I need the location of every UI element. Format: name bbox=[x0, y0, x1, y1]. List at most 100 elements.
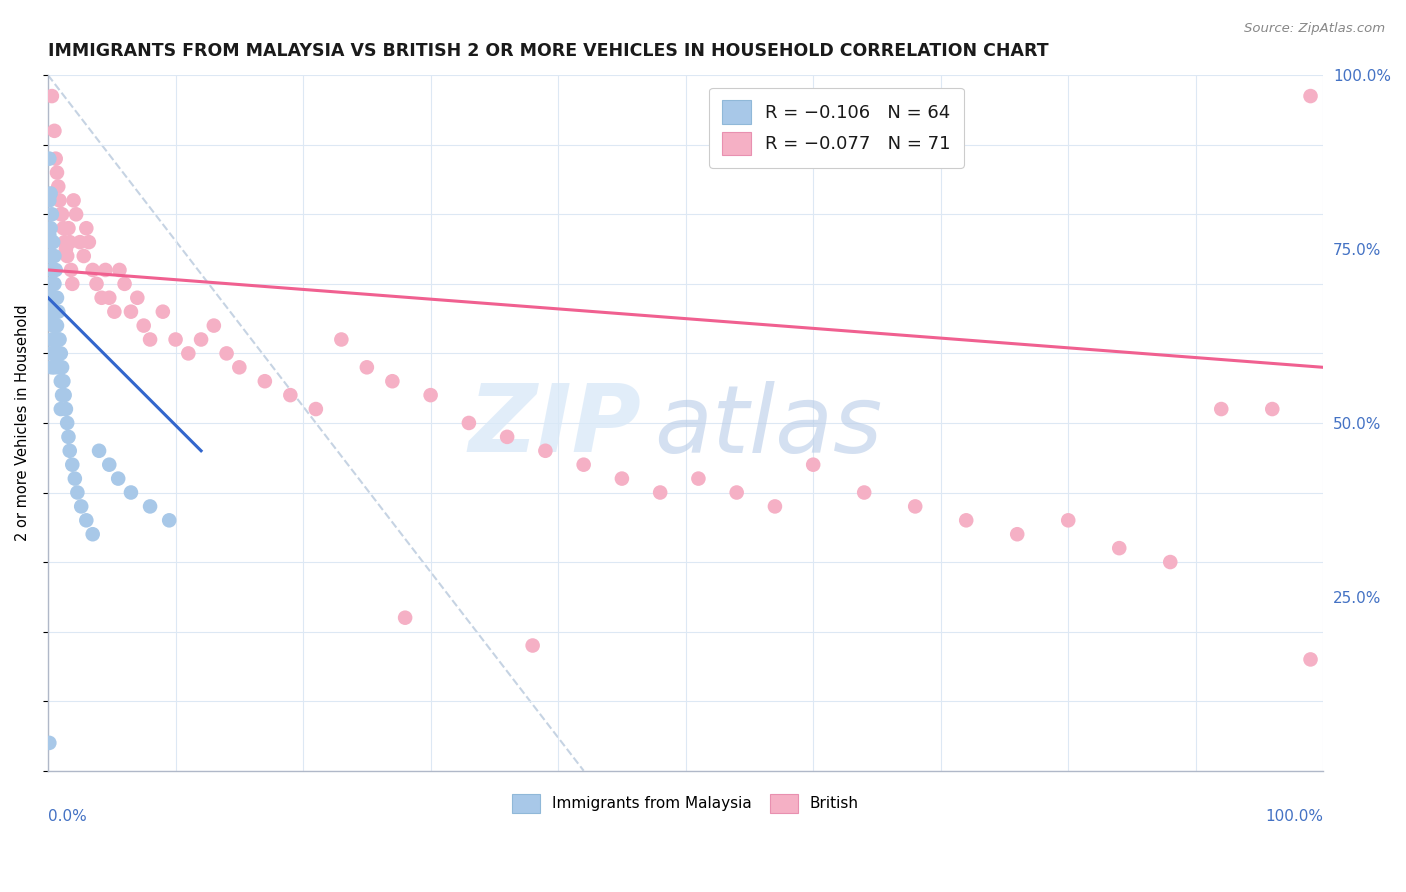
Point bbox=[70, 500, 93, 514]
Point bbox=[87, 443, 110, 458]
Point bbox=[66, 485, 89, 500]
Point bbox=[53, 235, 76, 249]
Point bbox=[55, 402, 77, 417]
Point bbox=[49, 374, 72, 388]
Point bbox=[157, 513, 180, 527]
Point bbox=[82, 263, 104, 277]
Point bbox=[48, 333, 70, 347]
Point bbox=[41, 333, 63, 347]
Point bbox=[42, 291, 65, 305]
Point bbox=[381, 374, 404, 388]
Point bbox=[496, 430, 519, 444]
Point bbox=[356, 360, 378, 375]
Point bbox=[394, 610, 416, 624]
Point bbox=[42, 346, 65, 360]
Point bbox=[215, 346, 238, 360]
Point bbox=[45, 152, 67, 166]
Point bbox=[107, 472, 129, 486]
Point bbox=[1299, 652, 1322, 666]
Text: 100.0%: 100.0% bbox=[1265, 809, 1323, 824]
Point bbox=[39, 186, 62, 201]
Point bbox=[60, 458, 83, 472]
Point bbox=[38, 152, 60, 166]
Point bbox=[139, 333, 162, 347]
Point bbox=[41, 207, 63, 221]
Point bbox=[53, 388, 76, 402]
Point bbox=[152, 304, 174, 318]
Point bbox=[46, 179, 69, 194]
Point bbox=[650, 485, 672, 500]
Point bbox=[419, 388, 441, 402]
Point bbox=[59, 235, 82, 249]
Point bbox=[44, 360, 66, 375]
Point bbox=[46, 318, 69, 333]
Point bbox=[58, 221, 80, 235]
Point bbox=[38, 249, 60, 263]
Point bbox=[1211, 402, 1233, 417]
Text: ZIP: ZIP bbox=[468, 380, 641, 473]
Point bbox=[39, 304, 62, 318]
Point bbox=[73, 249, 96, 263]
Point bbox=[41, 360, 63, 375]
Point bbox=[44, 304, 66, 318]
Point bbox=[44, 333, 66, 347]
Point bbox=[108, 263, 131, 277]
Y-axis label: 2 or more Vehicles in Household: 2 or more Vehicles in Household bbox=[15, 305, 30, 541]
Point bbox=[46, 333, 69, 347]
Point bbox=[63, 472, 86, 486]
Point bbox=[52, 374, 75, 388]
Point bbox=[98, 458, 121, 472]
Point bbox=[44, 277, 66, 291]
Point bbox=[49, 207, 72, 221]
Point bbox=[60, 263, 83, 277]
Point bbox=[45, 318, 67, 333]
Point bbox=[139, 500, 162, 514]
Point bbox=[48, 194, 70, 208]
Point bbox=[120, 304, 142, 318]
Point bbox=[38, 291, 60, 305]
Point bbox=[42, 263, 65, 277]
Point bbox=[228, 360, 250, 375]
Point bbox=[58, 430, 80, 444]
Point bbox=[65, 207, 87, 221]
Point bbox=[82, 527, 104, 541]
Point bbox=[1057, 513, 1080, 527]
Point bbox=[45, 291, 67, 305]
Point bbox=[45, 346, 67, 360]
Point bbox=[98, 291, 121, 305]
Point bbox=[42, 235, 65, 249]
Point bbox=[41, 89, 63, 103]
Point bbox=[90, 291, 112, 305]
Point bbox=[51, 207, 73, 221]
Point bbox=[75, 221, 97, 235]
Point bbox=[120, 485, 142, 500]
Point bbox=[42, 318, 65, 333]
Point bbox=[280, 388, 302, 402]
Point bbox=[62, 194, 84, 208]
Point bbox=[127, 291, 149, 305]
Text: IMMIGRANTS FROM MALAYSIA VS BRITISH 2 OR MORE VEHICLES IN HOUSEHOLD CORRELATION : IMMIGRANTS FROM MALAYSIA VS BRITISH 2 OR… bbox=[48, 42, 1049, 60]
Point bbox=[51, 388, 73, 402]
Point bbox=[330, 333, 353, 347]
Point bbox=[69, 235, 91, 249]
Point bbox=[725, 485, 748, 500]
Point bbox=[955, 513, 977, 527]
Point bbox=[103, 304, 125, 318]
Point bbox=[44, 249, 66, 263]
Point bbox=[46, 304, 69, 318]
Point bbox=[1299, 89, 1322, 103]
Point bbox=[86, 277, 108, 291]
Point bbox=[177, 346, 200, 360]
Point bbox=[94, 263, 117, 277]
Point bbox=[39, 346, 62, 360]
Point bbox=[46, 346, 69, 360]
Point bbox=[202, 318, 225, 333]
Point bbox=[44, 124, 66, 138]
Point bbox=[904, 500, 927, 514]
Point bbox=[522, 639, 544, 653]
Point bbox=[572, 458, 595, 472]
Point bbox=[305, 402, 328, 417]
Point bbox=[132, 318, 155, 333]
Point bbox=[45, 263, 67, 277]
Point bbox=[39, 277, 62, 291]
